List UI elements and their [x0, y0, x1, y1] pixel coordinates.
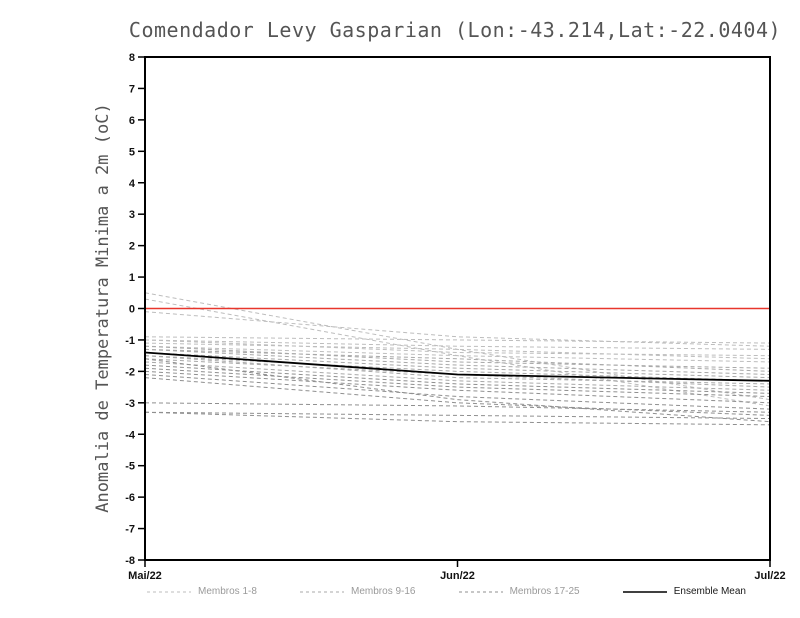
- ensemble-mean-line: [144, 351, 771, 382]
- ensemble-member-line: [144, 345, 771, 369]
- ensemble-member-line: [144, 345, 771, 363]
- y-tick-label: -2: [125, 366, 135, 378]
- y-tick-label: 3: [129, 209, 135, 221]
- y-tick-label: 7: [129, 83, 135, 95]
- ensemble-member-line: [144, 358, 771, 423]
- ensemble-member-line: [144, 358, 771, 388]
- ensemble-member-line: [144, 355, 771, 385]
- y-tick-label: 8: [129, 52, 135, 64]
- legend-item-membros-17-25: Membros 17-25: [458, 586, 580, 597]
- y-tick-label: 2: [129, 241, 135, 253]
- ensemble-member-line: [144, 377, 771, 416]
- legend-line-sample: [458, 591, 503, 592]
- ensemble-member-line: [144, 361, 771, 391]
- y-tick-label: -8: [125, 555, 135, 567]
- y-tick-label: 1: [129, 272, 135, 284]
- x-tick-label: Jun/22: [440, 570, 475, 582]
- y-tick-label: 4: [129, 178, 136, 190]
- x-tick-label: Mai/22: [128, 570, 162, 582]
- ensemble-member-line: [144, 298, 771, 407]
- legend-line-sample: [300, 591, 345, 592]
- ensemble-member-line: [144, 311, 771, 347]
- y-tick-label: -6: [125, 492, 135, 504]
- y-tick-label: -1: [125, 335, 135, 347]
- y-tick-label: 0: [129, 304, 135, 316]
- y-tick-label: 5: [129, 146, 135, 158]
- legend-item-membros-1-8: Membros 1-8: [146, 586, 257, 597]
- ensemble-member-line: [144, 355, 771, 382]
- y-tick-label: -7: [125, 524, 135, 536]
- ensemble-member-line: [144, 364, 771, 394]
- ensemble-member-line: [144, 411, 771, 420]
- ensemble-member-line: [144, 374, 771, 410]
- plot-frame: [144, 56, 771, 561]
- ensemble-member-line: [144, 352, 771, 379]
- legend-item-membros-9-16: Membros 9-16: [299, 586, 415, 597]
- legend: Membros 1-8 Membros 9-16 Membros 17-25 E…: [146, 586, 746, 597]
- chart-title: Comendador Levy Gasparian (Lon:-43.214,L…: [128, 18, 782, 42]
- legend-label: Membros 1-8: [198, 586, 257, 597]
- legend-line-sample: [622, 590, 667, 593]
- ensemble-member-line: [144, 336, 771, 344]
- y-tick-label: -3: [125, 398, 135, 410]
- ensemble-member-line: [144, 348, 771, 372]
- legend-item-ensemble-mean: Ensemble Mean: [622, 586, 746, 597]
- ensemble-member-line: [144, 402, 771, 413]
- legend-label: Membros 17-25: [509, 586, 580, 597]
- ensemble-member-line: [144, 348, 771, 376]
- y-tick-label: -4: [125, 429, 136, 441]
- y-tick-label: 6: [129, 115, 135, 127]
- y-tick-label: -5: [125, 461, 135, 473]
- ensemble-member-line: [144, 339, 771, 357]
- x-tick-label: Jul/22: [754, 570, 785, 582]
- ensemble-member-line: [144, 367, 771, 398]
- ensemble-member-line: [144, 411, 771, 426]
- legend-line-sample: [147, 591, 191, 592]
- ensemble-member-line: [144, 370, 771, 404]
- ensemble-member-line: [144, 342, 771, 360]
- legend-label: Ensemble Mean: [673, 586, 746, 597]
- legend-label: Membros 9-16: [351, 586, 416, 597]
- ensemble-member-line: [144, 339, 771, 350]
